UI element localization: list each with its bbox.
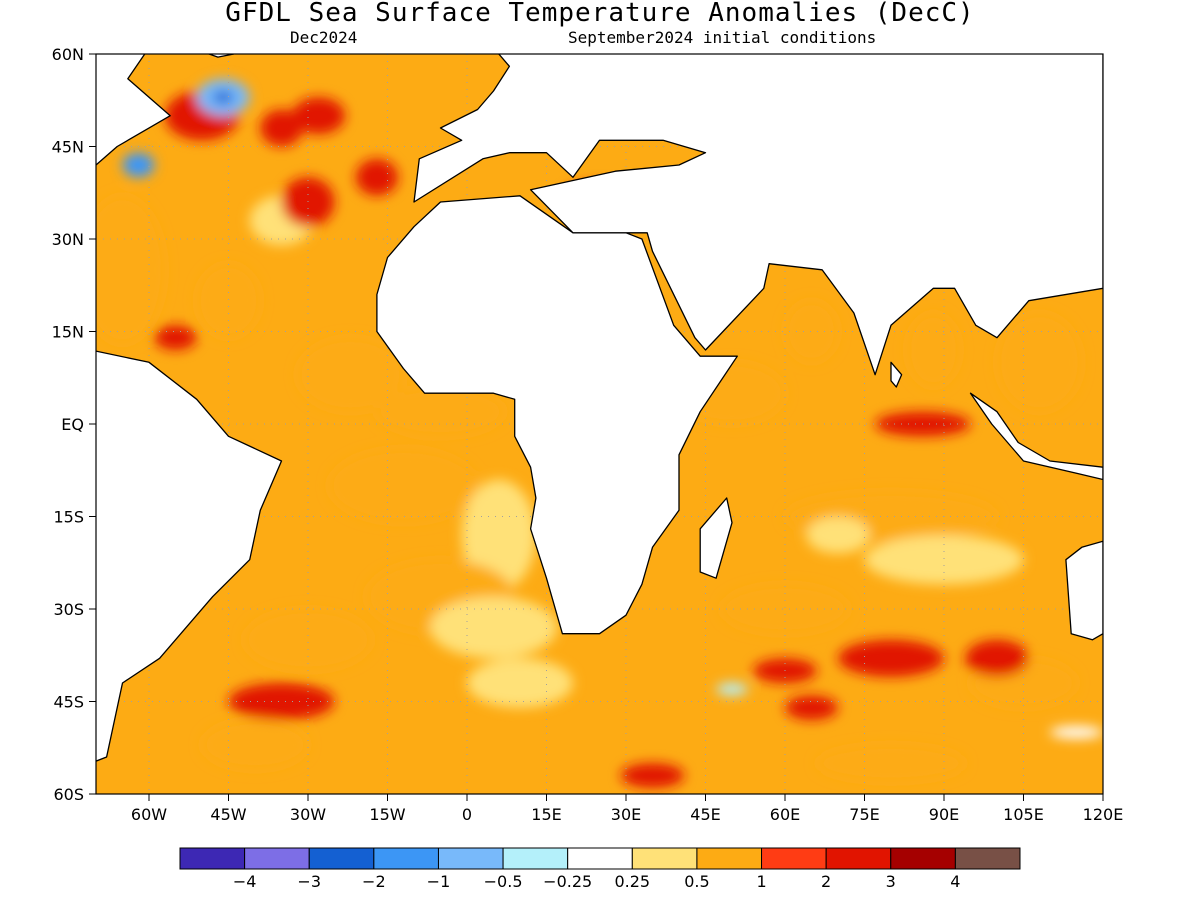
anomaly-patch xyxy=(716,683,748,696)
lon-tick-label: 105E xyxy=(1003,805,1044,824)
anomaly-patch xyxy=(461,479,536,591)
initial-conditions-label: September2024 initial conditions xyxy=(568,28,877,47)
anomaly-patch xyxy=(260,109,303,147)
anomaly-patch xyxy=(329,448,478,523)
colorbar-swatch xyxy=(696,847,763,870)
lat-tick-label: 30N xyxy=(52,230,84,249)
lon-tick-label: 75E xyxy=(849,805,879,824)
colorbar-swatch xyxy=(437,847,504,870)
anomaly-patch xyxy=(96,195,165,344)
colorbar-swatch xyxy=(890,847,956,870)
anomaly-field xyxy=(96,78,1103,788)
lon-tick-label: 30W xyxy=(290,805,326,824)
lon-tick-label: 90E xyxy=(929,805,959,824)
lat-tick-label: 15N xyxy=(52,323,84,342)
colorbar-label: −4 xyxy=(233,872,257,891)
anomaly-patch xyxy=(785,695,838,720)
lon-tick-label: 0 xyxy=(462,805,472,824)
colorbar-swatch xyxy=(631,847,698,870)
anomaly-patch xyxy=(785,300,838,363)
lat-tick-label: 45S xyxy=(53,693,84,712)
land-madagascar xyxy=(699,497,733,579)
colorbar-label: 1 xyxy=(756,872,766,891)
anomaly-patch xyxy=(297,337,404,412)
lat-tick-label: 60N xyxy=(52,45,84,64)
colorbar-label: −0.25 xyxy=(543,872,592,891)
colorbar-swatch xyxy=(373,847,439,870)
anomaly-patch xyxy=(202,720,308,770)
anomaly-patch xyxy=(620,763,685,788)
anomaly-patch xyxy=(376,387,505,437)
colorbar-swatch xyxy=(502,847,569,870)
colorbar-swatch xyxy=(567,847,633,870)
anomaly-patch xyxy=(212,91,234,104)
anomaly-patch xyxy=(721,584,849,634)
lon-tick-label: 60E xyxy=(770,805,800,824)
anomaly-patch xyxy=(965,639,1029,677)
colorbar-swatch xyxy=(825,847,892,870)
lon-tick-label: 30E xyxy=(611,805,641,824)
forecast-month-label: Dec2024 xyxy=(290,28,358,47)
anomaly-patch xyxy=(997,313,1082,412)
anomaly-patch xyxy=(1050,726,1103,739)
anomaly-patch xyxy=(292,97,346,135)
land-greenland-tip xyxy=(207,54,235,58)
colorbar-swatch xyxy=(761,847,827,870)
colorbar-label: −0.5 xyxy=(484,872,523,891)
graticule xyxy=(96,54,1103,794)
lon-tick-label: 60W xyxy=(131,805,167,824)
map-title: GFDL Sea Surface Temperature Anomalies (… xyxy=(225,0,975,28)
landmasses xyxy=(96,54,1103,762)
anomaly-patch xyxy=(816,744,966,782)
lon-tick-label: 45E xyxy=(690,805,720,824)
land-europe-asia xyxy=(413,54,1103,376)
lon-tick-label: 15W xyxy=(369,805,405,824)
anomaly-patch xyxy=(122,152,155,178)
lat-tick-label: 30S xyxy=(53,600,84,619)
anomaly-patch xyxy=(806,516,870,554)
colorbar-swatch xyxy=(244,847,310,870)
anomaly-patch xyxy=(864,535,1024,585)
lon-tick-label: 45W xyxy=(210,805,246,824)
land-sri-lanka xyxy=(890,361,903,388)
colorbar-swatch xyxy=(308,847,375,870)
colorbar-label: 3 xyxy=(886,872,896,891)
colorbar-label: 0.5 xyxy=(684,872,709,891)
lat-tick-label: 45N xyxy=(52,138,84,157)
colorbar-label: −3 xyxy=(297,872,321,891)
colorbar-swatch xyxy=(954,847,1021,870)
lat-tick-label: 60S xyxy=(53,785,84,804)
lat-tick-label: EQ xyxy=(61,415,84,434)
colorbar-label: 2 xyxy=(821,872,831,891)
anomaly-patch xyxy=(244,609,372,671)
anomaly-patch xyxy=(355,158,399,196)
colorbar-label: −1 xyxy=(427,872,451,891)
anomaly-patch xyxy=(196,263,261,338)
colorbar-label: 4 xyxy=(950,872,960,891)
anomaly-patch xyxy=(228,683,335,720)
colorbar: −4 −3 −2 −1 −0.5 −0.25 0.25 0.5 1 2 3 4 xyxy=(179,847,1021,891)
colorbar-label: 0.25 xyxy=(614,872,650,891)
anomaly-patch xyxy=(429,596,558,659)
anomaly-patch xyxy=(154,325,197,351)
anomaly-patch xyxy=(467,658,573,708)
land-sumatra-indonesia xyxy=(969,392,1103,481)
land-australia xyxy=(1065,540,1103,641)
lon-tick-label: 120E xyxy=(1083,805,1124,824)
anomaly-patch xyxy=(906,313,960,387)
anomaly-patch xyxy=(838,639,944,677)
land-south-america xyxy=(96,350,283,762)
colorbar-label: −2 xyxy=(362,872,386,891)
colorbar-swatch xyxy=(179,847,246,870)
land-north-america xyxy=(96,54,171,167)
lat-tick-label: 15S xyxy=(53,508,84,527)
lon-tick-label: 15E xyxy=(531,805,561,824)
